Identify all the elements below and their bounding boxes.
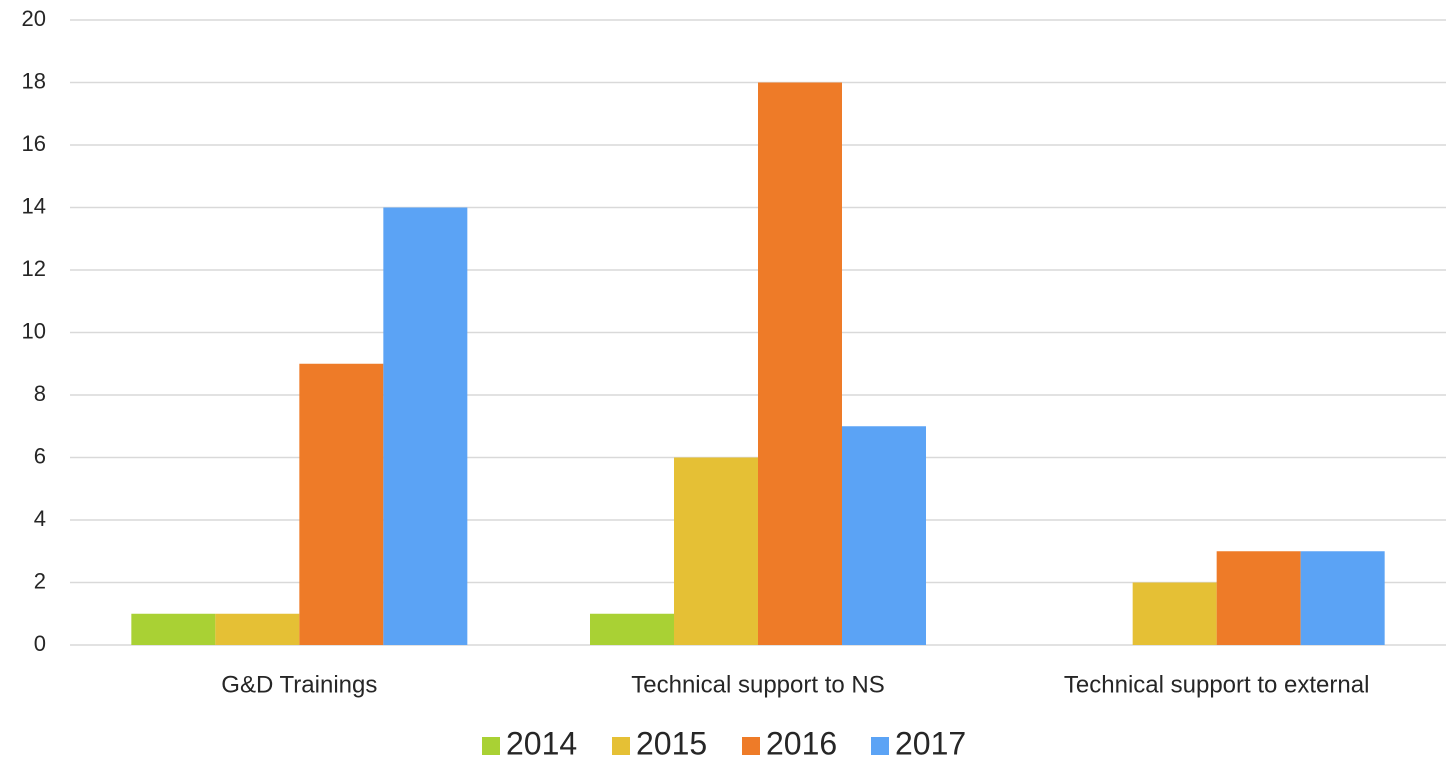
y-tick-label: 4 <box>34 506 46 531</box>
legend-swatch <box>612 737 630 755</box>
y-tick-label: 20 <box>22 6 46 31</box>
x-tick-label: Technical support to NS <box>631 671 884 698</box>
y-tick-label: 8 <box>34 381 46 406</box>
bar <box>1216 551 1301 645</box>
x-tick-label: Technical support to external <box>1064 671 1370 698</box>
bar <box>1300 551 1385 645</box>
y-tick-label: 12 <box>22 256 46 281</box>
legend-swatch <box>742 737 760 755</box>
bar <box>383 207 468 645</box>
x-tick-label: G&D Trainings <box>221 671 377 698</box>
y-tick-label: 18 <box>22 68 46 93</box>
bar <box>590 613 674 645</box>
bar <box>1132 582 1217 645</box>
bar <box>758 82 842 645</box>
legend-label: 2014 <box>506 725 577 760</box>
bar <box>674 457 758 645</box>
y-tick-label: 2 <box>34 568 46 593</box>
y-tick-label: 0 <box>34 631 46 656</box>
legend-label: 2015 <box>636 725 707 760</box>
legend-swatch <box>482 737 500 755</box>
y-tick-label: 10 <box>22 318 46 343</box>
y-tick-label: 14 <box>22 193 46 218</box>
bar <box>299 363 384 645</box>
y-tick-label: 6 <box>34 443 46 468</box>
y-tick-label: 16 <box>22 131 46 156</box>
bar <box>842 426 926 645</box>
legend-label: 2017 <box>895 725 966 760</box>
bar <box>215 613 300 645</box>
legend-swatch <box>871 737 889 755</box>
bar <box>131 613 216 645</box>
legend-label: 2016 <box>766 725 837 760</box>
